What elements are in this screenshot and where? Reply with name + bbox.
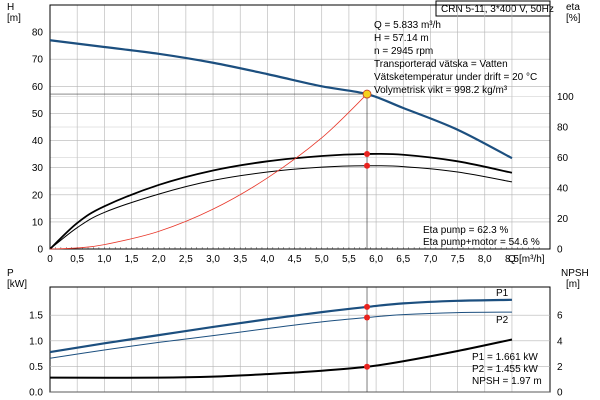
upper-left-tick-label: 10 [32,217,44,228]
upper-left-tick-label: 40 [32,136,44,147]
series-legend-label: P2 [496,315,509,326]
power-duty-marker [364,303,371,310]
upper-series-line [49,152,513,250]
duty-info-line: H = 57.14 m [374,33,429,44]
x-axis-unit: [m³/h] [519,254,545,265]
x-tick-label: 4,5 [288,254,302,265]
x-tick-label: 3,0 [206,254,220,265]
x-tick-label: 1,0 [97,254,111,265]
lower-series-line [49,311,512,359]
upper-plot-frame [49,4,551,250]
lower-left-tick-label: 0.0 [29,388,43,399]
lower-left-tick-label: 1.5 [29,311,43,322]
lower-right-axis-unit: [m] [566,279,580,290]
upper-info-text: Q = 5.833 m³/h H = 57.14 m n = 2945 rpm Tra… [374,20,540,248]
upper-left-tick-label: 20 [32,190,44,201]
upper-tick-labels: 0 0,5 1,0 1,5 2,0 2,5 3,0 3,5 4,0 4,5 5,0 5,5 6,0 6,5… [32,28,574,265]
upper-series-line [49,39,513,160]
upper-right-tick-label: 40 [557,184,569,195]
duty-point-marker [362,89,372,99]
upper-left-tick-label: 50 [32,109,44,120]
upper-right-tick-label: 100 [557,92,574,103]
upper-series-line [49,165,513,250]
x-tick-label: 1,5 [125,254,139,265]
chart-title: CRN 5-11, 3*400 V, 50Hz [441,4,554,15]
lower-left-tick-label: 0.5 [29,362,43,373]
x-tick-label: 5,5 [342,254,356,265]
x-tick-label: 2,5 [179,254,193,265]
upper-left-tick-label: 60 [32,82,44,93]
efficiency-info-line: Eta pump+motor = 54.6 % [423,237,540,248]
eta-duty-marker [364,150,371,157]
lower-series-line [49,298,512,354]
upper-series-line [49,93,368,250]
lower-gridlines [49,286,551,393]
power-info-line: NPSH = 1.97 m [472,376,542,387]
power-duty-marker [364,363,371,370]
x-tick-label: 4,0 [260,254,274,265]
power-duty-marker [364,314,371,321]
lower-left-tick-label: 1.0 [29,336,43,347]
upper-right-tick-label: 0 [557,245,563,256]
x-tick-label: 2,0 [152,254,166,265]
lower-right-tick-label: 6 [557,311,563,322]
upper-right-axis-label: eta [566,2,580,13]
upper-series-layer [49,39,513,250]
duty-info-line: Q = 5.833 m³/h [374,20,441,31]
x-tick-label: 5,0 [315,254,329,265]
lower-right-tick-label: 0 [557,388,563,399]
eta-duty-marker [364,162,371,169]
lower-right-tick-label: 2 [557,362,563,373]
x-tick-label: 8,0 [478,254,492,265]
lower-right-axis-label: NPSH [561,268,589,279]
upper-right-tick-label: 20 [557,214,569,225]
upper-left-tick-label: 80 [32,28,44,39]
upper-left-tick-label: 70 [32,55,44,66]
x-tick-label: 7,5 [451,254,465,265]
lower-left-axis-unit: [kW] [7,279,27,290]
x-tick-label: 0 [47,254,53,265]
upper-left-axis-label: H [7,2,14,13]
duty-info-line: Transporterad vätska = Vatten [374,59,508,70]
upper-right-tick-label: 60 [557,153,569,164]
upper-gridlines [49,4,551,250]
x-tick-label: 0,5 [70,254,84,265]
upper-left-tick-label: 0 [37,245,43,256]
power-info-line: P1 = 1.661 kW [472,352,538,363]
x-tick-label: 6,5 [396,254,410,265]
upper-left-tick-label: 30 [32,163,44,174]
power-info-line: P2 = 1.455 kW [472,364,538,375]
lower-left-axis-label: P [7,268,14,279]
lower-right-tick-label: 4 [557,336,563,347]
lower-tick-labels: 0.0 0.5 1.0 1.5 0 2 4 6 [29,311,563,399]
upper-left-axis-unit: [m] [7,13,21,24]
series-legend-label: P1 [496,288,509,299]
duty-info-line: n = 2945 rpm [374,46,433,57]
efficiency-info-line: Eta pump = 62.3 % [423,225,508,236]
x-tick-label: 6,0 [369,254,383,265]
lower-series-layer: P1 P2 [49,287,513,392]
upper-right-axis-unit: [%] [566,13,581,24]
x-tick-label: 8,5 [505,254,519,265]
x-tick-label: 7,0 [423,254,437,265]
duty-info-line: Vätsketemperatur under drift = 20 °C [374,72,537,83]
lower-series-line [49,338,513,379]
upper-right-tick-label: 80 [557,123,569,134]
x-tick-label: 3,5 [233,254,247,265]
duty-info-line: Volymetrisk vikt = 998.2 kg/m³ [374,85,508,96]
x-axis-label: Q [508,254,516,265]
